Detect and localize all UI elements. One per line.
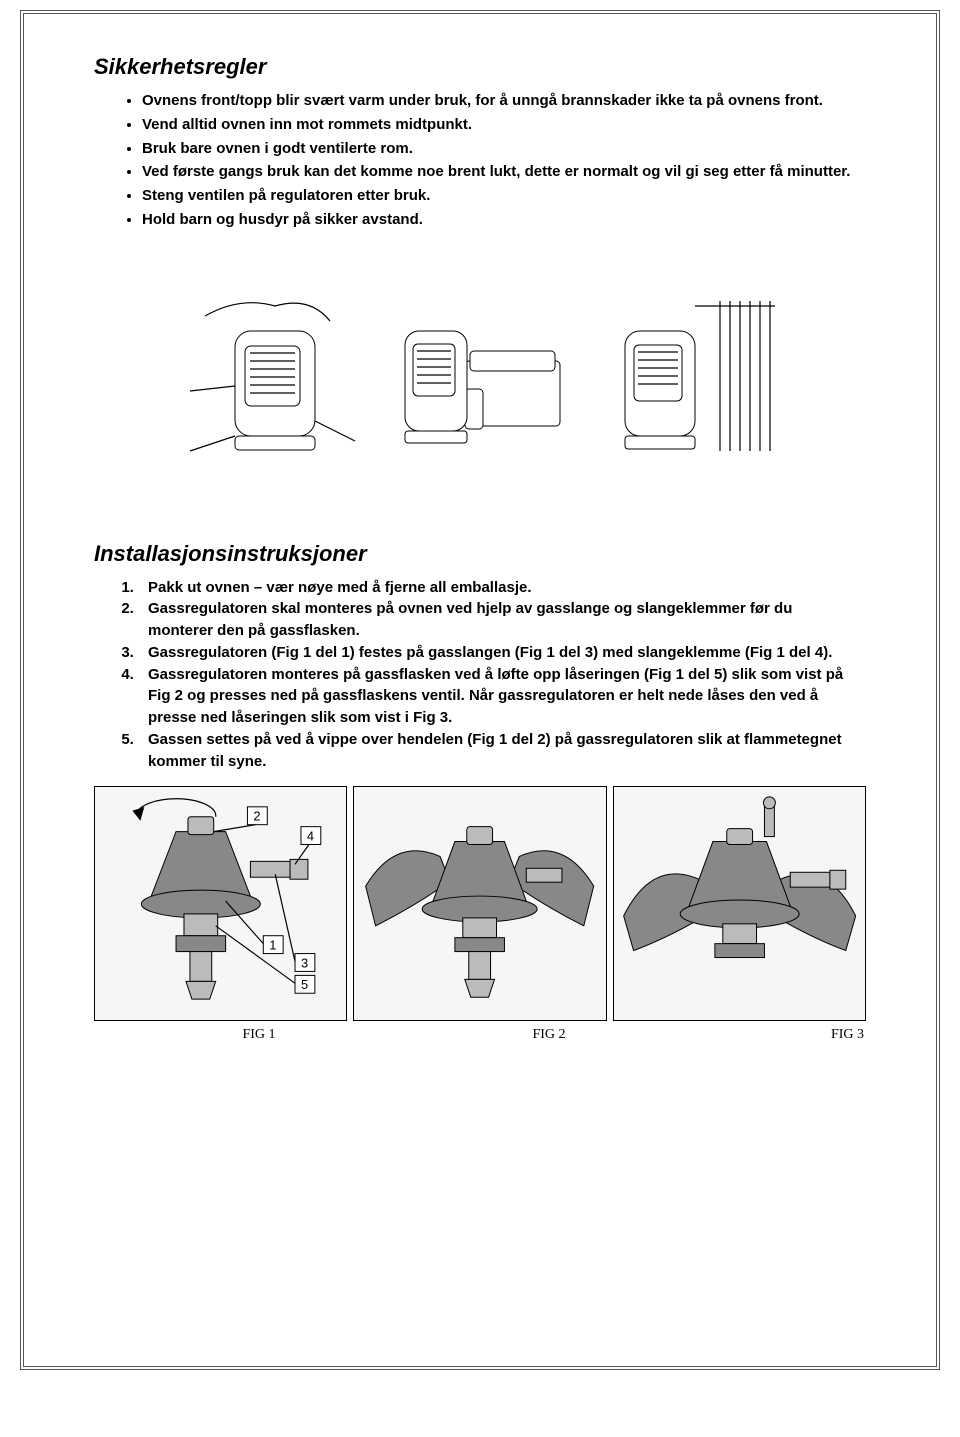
fig1-box: 2 4 1 3 5: [94, 786, 347, 1021]
safety-rule-item: Steng ventilen på regulatoren etter bruk…: [142, 185, 866, 207]
safety-rule-item: Ved første gangs bruk kan det komme noe …: [142, 161, 866, 183]
safety-rules-heading: Sikkerhetsregler: [94, 54, 866, 80]
manual-page: Sikkerhetsregler Ovnens front/topp blir …: [20, 10, 940, 1370]
install-step: Gassregulatoren skal monteres på ovnen v…: [138, 598, 866, 642]
safety-rule-item: Vend alltid ovnen inn mot rommets midtpu…: [142, 114, 866, 136]
callout-5: 5: [301, 978, 308, 993]
fig2-caption: FIG 2: [364, 1027, 654, 1043]
heater-near-curtain-icon: [600, 291, 780, 461]
safety-rule-item: Ovnens front/topp blir svært varm under …: [142, 90, 866, 112]
fig1-caption: FIG 1: [94, 1027, 364, 1043]
heater-placement-illustrations: [94, 291, 866, 461]
install-step: Gassregulatoren (Fig 1 del 1) festes på …: [138, 642, 866, 664]
install-step: Pakk ut ovnen – vær nøye med å fjerne al…: [138, 577, 866, 599]
fig3-caption: FIG 3: [654, 1027, 866, 1043]
figure-captions: FIG 1 FIG 2 FIG 3: [94, 1027, 866, 1043]
callout-3: 3: [301, 956, 308, 971]
safety-rule-item: Bruk bare ovnen i godt ventilerte rom.: [142, 138, 866, 160]
install-step: Gassregulatoren monteres på gassflasken …: [138, 664, 866, 729]
heater-clearance-icon: [180, 291, 360, 461]
safety-rule-item: Hold barn og husdyr på sikker avstand.: [142, 209, 866, 231]
install-steps-list: Pakk ut ovnen – vær nøye med å fjerne al…: [138, 577, 866, 773]
safety-rules-list: Ovnens front/topp blir svært varm under …: [142, 90, 866, 231]
callout-4: 4: [307, 829, 314, 844]
callout-2: 2: [253, 809, 260, 824]
heater-near-sofa-icon: [390, 291, 570, 461]
install-step: Gassen settes på ved å vippe over hendel…: [138, 729, 866, 773]
fig3-box: [613, 786, 866, 1021]
fig2-box: [353, 786, 606, 1021]
regulator-figures: 2 4 1 3 5: [94, 786, 866, 1021]
install-heading: Installasjonsinstruksjoner: [94, 541, 866, 567]
callout-1: 1: [269, 938, 276, 953]
